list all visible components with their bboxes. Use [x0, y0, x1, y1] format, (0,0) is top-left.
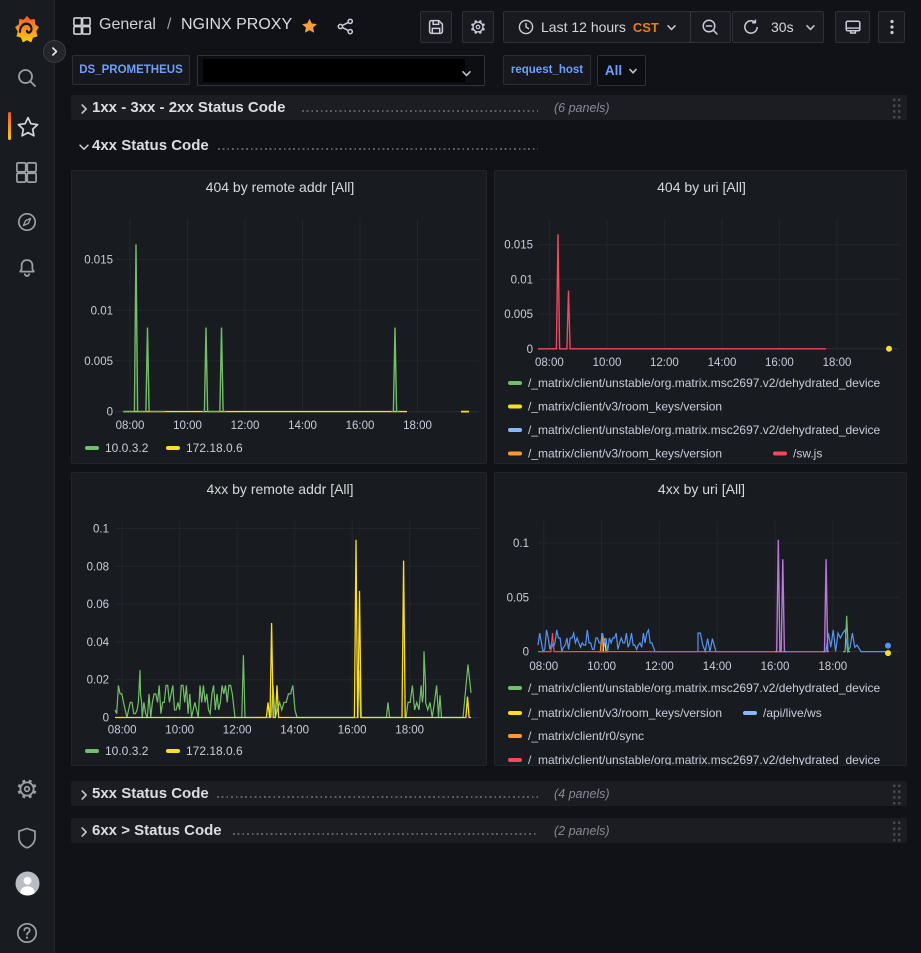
svg-text:/_matrix/client/unstable/org.m: /_matrix/client/unstable/org.matrix.msc2… — [528, 423, 881, 437]
svg-text:/_matrix/client/unstable/org.m: /_matrix/client/unstable/org.matrix.msc2… — [528, 681, 881, 695]
svg-text:10:00: 10:00 — [593, 357, 622, 369]
svg-text:0.01: 0.01 — [511, 274, 533, 286]
svg-text:/sw.js: /sw.js — [793, 447, 822, 461]
svg-text:0.005: 0.005 — [504, 309, 533, 321]
svg-text:14:00: 14:00 — [703, 661, 732, 673]
svg-text:4xx by remote addr [All]: 4xx by remote addr [All] — [206, 481, 353, 497]
svg-text:12:00: 12:00 — [223, 725, 252, 737]
svg-text:10:00: 10:00 — [587, 661, 616, 673]
svg-text:/_matrix/client/v3/room_keys/v: /_matrix/client/v3/room_keys/version — [528, 447, 722, 461]
svg-text:10:00: 10:00 — [173, 420, 202, 432]
svg-text:0.08: 0.08 — [87, 561, 109, 573]
svg-text:18:00: 18:00 — [403, 420, 432, 432]
svg-text:08:00: 08:00 — [529, 661, 558, 673]
svg-text:0.02: 0.02 — [87, 675, 109, 687]
svg-text:12:00: 12:00 — [650, 357, 679, 369]
svg-text:18:00: 18:00 — [395, 725, 424, 737]
svg-text:/_matrix/client/v3/room_keys/v: /_matrix/client/v3/room_keys/version — [528, 400, 722, 414]
svg-text:08:00: 08:00 — [108, 725, 137, 737]
svg-text:/_matrix/client/unstable/org.m: /_matrix/client/unstable/org.matrix.msc2… — [528, 376, 881, 390]
svg-text:0.04: 0.04 — [87, 637, 110, 649]
svg-text:10.0.3.2: 10.0.3.2 — [105, 744, 149, 758]
svg-text:14:00: 14:00 — [280, 725, 309, 737]
svg-text:0.015: 0.015 — [84, 255, 113, 267]
svg-text:0.1: 0.1 — [93, 524, 109, 536]
svg-text:08:00: 08:00 — [535, 357, 564, 369]
svg-text:08:00: 08:00 — [116, 420, 145, 432]
svg-text:12:00: 12:00 — [645, 661, 674, 673]
svg-text:16:00: 16:00 — [761, 661, 790, 673]
svg-text:/_matrix/client/v3/room_keys/v: /_matrix/client/v3/room_keys/version — [528, 706, 722, 720]
svg-text:10:00: 10:00 — [165, 725, 194, 737]
svg-text:10.0.3.2: 10.0.3.2 — [105, 441, 149, 455]
svg-text:0: 0 — [527, 344, 533, 356]
svg-text:0.05: 0.05 — [507, 592, 529, 604]
svg-text:4xx by uri [All]: 4xx by uri [All] — [658, 481, 745, 497]
svg-text:172.18.0.6: 172.18.0.6 — [186, 744, 243, 758]
svg-text:14:00: 14:00 — [708, 357, 737, 369]
svg-text:12:00: 12:00 — [231, 420, 260, 432]
svg-text:0.01: 0.01 — [91, 305, 113, 317]
svg-text:16:00: 16:00 — [338, 725, 367, 737]
svg-text:16:00: 16:00 — [765, 357, 794, 369]
svg-text:0.06: 0.06 — [87, 599, 109, 611]
svg-text:16:00: 16:00 — [346, 420, 375, 432]
svg-text:0.015: 0.015 — [504, 240, 533, 252]
svg-text:/_matrix/client/unstable/org.m: /_matrix/client/unstable/org.matrix.msc2… — [528, 753, 881, 766]
svg-text:172.18.0.6: 172.18.0.6 — [186, 441, 243, 455]
svg-text:404 by uri [All]: 404 by uri [All] — [657, 179, 746, 195]
svg-text:0.1: 0.1 — [513, 538, 529, 550]
svg-text:/api/live/ws: /api/live/ws — [763, 706, 822, 720]
svg-text:0.005: 0.005 — [84, 356, 113, 368]
svg-text:0: 0 — [523, 647, 529, 659]
svg-text:/_matrix/client/r0/sync: /_matrix/client/r0/sync — [528, 729, 644, 743]
svg-text:0: 0 — [103, 713, 109, 725]
svg-text:404 by remote addr [All]: 404 by remote addr [All] — [206, 179, 355, 195]
svg-text:18:00: 18:00 — [823, 357, 852, 369]
svg-text:18:00: 18:00 — [818, 661, 847, 673]
svg-text:0: 0 — [107, 407, 113, 419]
svg-text:14:00: 14:00 — [288, 420, 317, 432]
